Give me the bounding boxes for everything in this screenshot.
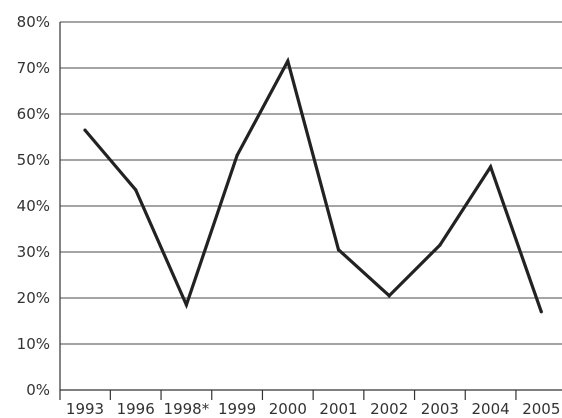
data-point-1996 (134, 188, 138, 192)
y-tick-label-70pct: 70% (17, 59, 50, 77)
x-tick-label-2000: 2000 (269, 400, 307, 418)
x-axis-labels: 1993 1996 1998* 1999 2000 2001 2002 2003 2004 200… (66, 400, 560, 418)
data-point-2000 (286, 59, 290, 63)
x-tick-label-2001: 2001 (319, 400, 357, 418)
y-tick-label-10pct: 10% (17, 335, 50, 353)
x-tick-label-1996: 1996 (117, 400, 155, 418)
y-axis-labels: 0% 10% 20% 30% 40% 50% 60% 70% 80% (17, 13, 50, 399)
x-tick-label-2004: 2004 (472, 400, 510, 418)
data-point-2003 (438, 243, 442, 247)
data-point-2001 (336, 248, 341, 252)
x-tick-label-2002: 2002 (370, 400, 408, 418)
y-tick-label-0pct: 0% (26, 381, 50, 399)
data-point-1998-star (184, 303, 188, 307)
x-tick-label-2005: 2005 (522, 400, 560, 418)
series-layer (83, 56, 543, 314)
x-axis (59, 22, 562, 400)
gridlines (60, 21, 562, 345)
y-tick-label-30pct: 30% (17, 243, 50, 261)
x-tick-label-1999: 1999 (218, 400, 256, 418)
y-tick-label-20pct: 20% (17, 289, 50, 307)
x-tick-label-2003: 2003 (421, 400, 459, 418)
y-tick-label-50pct: 50% (17, 151, 50, 169)
data-point-2002 (387, 294, 391, 298)
data-point-1999 (235, 153, 239, 157)
data-point-2005 (539, 310, 543, 314)
data-point-2004 (489, 165, 493, 169)
x-tick-label-1993: 1993 (66, 400, 104, 418)
y-tick-label-80pct: 80% (17, 13, 50, 31)
data-point-1993 (83, 128, 87, 132)
x-tick-label-1998-star: 1998* (164, 400, 210, 418)
series-line (83, 56, 543, 313)
y-tick-label-60pct: 60% (17, 105, 50, 123)
y-tick-label-40pct: 40% (17, 197, 50, 215)
